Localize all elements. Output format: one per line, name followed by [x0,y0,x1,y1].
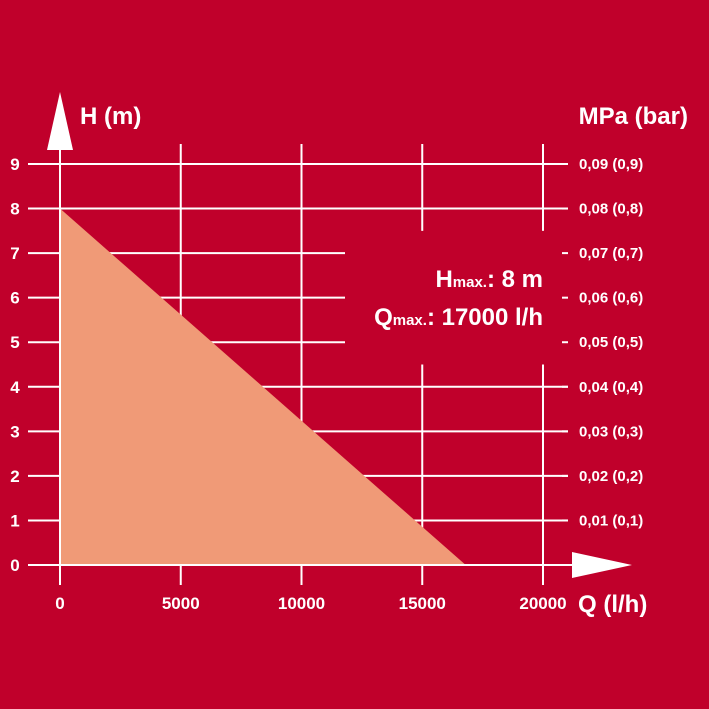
x-axis-arrow [572,552,632,578]
y-tick-label: 8 [10,200,19,219]
y-tick-label: 3 [10,422,19,441]
y-tick-label: 2 [10,467,19,486]
x-tick-label: 10000 [278,594,325,613]
y2-tick-label: 0,04 (0,4) [579,379,643,396]
hmax-annotation: Hmax.: 8 m [435,266,543,293]
y2-tick-label: 0,09 (0,9) [579,156,643,173]
y-axis-arrow [47,92,73,150]
x-tick-label: 0 [55,594,64,613]
qmax-value: : 17000 l/h [427,304,543,331]
y2-tick-label: 0,08 (0,8) [579,201,643,218]
y-tick-label: 4 [10,378,20,397]
y-tick-label: 9 [10,155,19,174]
y2-tick-label: 0,03 (0,3) [579,423,643,440]
x-tick-label: 5000 [162,594,200,613]
y2-tick-label: 0,06 (0,6) [579,290,643,307]
y2-tick-label: 0,05 (0,5) [579,334,643,351]
x-axis-label: Q (l/h) [578,591,647,618]
y2-tick-label: 0,02 (0,2) [579,468,643,485]
qmax-main: Q [374,304,393,331]
axes [28,92,632,585]
y-tick-label: 1 [10,511,19,530]
y-tick-label: 7 [10,244,19,263]
qmax-sub: max. [393,312,427,329]
tick-labels: 0 1 2 3 4 5 6 7 8 9 0,01 (0,1) 0,02 (0,2) 0,03 (0,3)… [10,155,643,613]
y2-tick-label: 0,01 (0,1) [579,512,643,529]
x-tick-label: 20000 [519,594,566,613]
y-axis-label: H (m) [80,103,141,130]
y-tick-label: 6 [10,289,19,308]
x-tick-label: 15000 [399,594,446,613]
qmax-annotation: Qmax.: 17000 l/h [374,304,543,331]
hmax-main: H [435,266,452,293]
y-tick-label: 5 [10,333,19,352]
y-tick-label: 0 [10,556,19,575]
y2-axis-label: MPa (bar) [579,103,688,130]
performance-area [60,208,466,566]
hmax-sub: max. [453,274,487,291]
y2-tick-label: 0,07 (0,7) [579,245,643,262]
hmax-value: : 8 m [487,266,543,293]
